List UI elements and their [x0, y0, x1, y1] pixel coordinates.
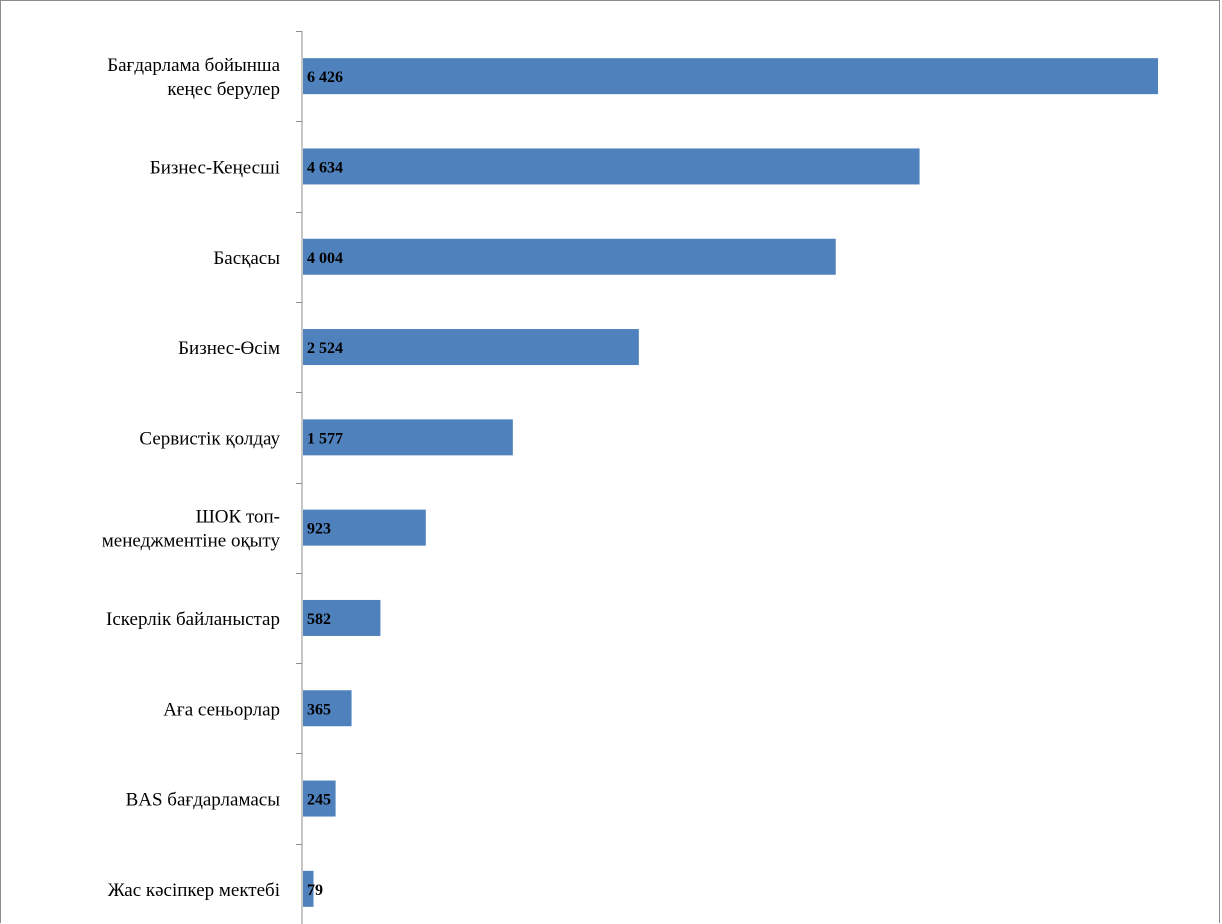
- category-label-line: Сервистік қолдау: [139, 428, 280, 449]
- category-label: Бизнес-Кеңесші: [150, 157, 280, 178]
- category-label-line: менеджментіне оқыту: [102, 531, 281, 552]
- category-label: BAS бағдарламасы: [126, 790, 281, 811]
- category-label: Бағдарлама бойынша кеңес берулер: [107, 55, 280, 100]
- category-label-line: Іскерлік байланыстар: [106, 609, 280, 630]
- value-label: 245: [307, 792, 331, 809]
- bar: [303, 509, 426, 546]
- category-label-line: Жас кәсіпкер мектебі: [108, 880, 280, 901]
- category-label: Жас кәсіпкер мектебі: [108, 880, 280, 901]
- category-label: Басқасы: [213, 248, 280, 269]
- category-label-line: кеңес берулер: [167, 79, 280, 100]
- bar: [303, 690, 352, 727]
- value-label: 1 577: [307, 430, 343, 447]
- bar: [303, 329, 639, 366]
- category-label-line: Бизнес-Өсім: [178, 338, 280, 359]
- value-label: 582: [307, 611, 331, 628]
- category-label-line: Басқасы: [213, 248, 280, 269]
- category-label-line: Бизнес-Кеңесші: [150, 157, 280, 178]
- bar: [303, 780, 336, 817]
- value-label: 79: [307, 882, 323, 899]
- value-label: 4 634: [307, 159, 343, 176]
- category-label: Аға сеньорлар: [163, 699, 280, 720]
- category-label: Бизнес-Өсім: [178, 338, 280, 359]
- bars-layer: [303, 58, 1158, 907]
- category-label-line: BAS бағдарламасы: [126, 790, 281, 811]
- value-label: 4 004: [307, 250, 343, 267]
- value-labels: 6 426 4 634 4 004 2 524 1 577 923 582 365 245 79: [307, 69, 343, 899]
- category-label: Сервистік қолдау: [139, 428, 280, 449]
- bar: [303, 419, 513, 456]
- bar: [303, 58, 1158, 95]
- category-label-line: Бағдарлама бойынша: [107, 55, 280, 76]
- category-label-line: ШОК топ-: [196, 507, 280, 528]
- value-label: 2 524: [307, 340, 343, 357]
- value-label: 923: [307, 521, 331, 538]
- category-axis: [296, 31, 303, 924]
- bar: [303, 870, 314, 907]
- category-label: Іскерлік байланыстар: [106, 609, 280, 630]
- bar: [303, 599, 381, 636]
- category-labels: Бағдарлама бойынша кеңес берулер Бизнес-Ке…: [102, 55, 281, 901]
- value-label: 6 426: [307, 69, 343, 86]
- value-label: 365: [307, 701, 331, 718]
- bar: [303, 148, 920, 185]
- category-label-line: Аға сеньорлар: [163, 699, 280, 720]
- category-label: ШОК топ-менеджментіне оқыту: [102, 507, 281, 552]
- bar: [303, 238, 836, 275]
